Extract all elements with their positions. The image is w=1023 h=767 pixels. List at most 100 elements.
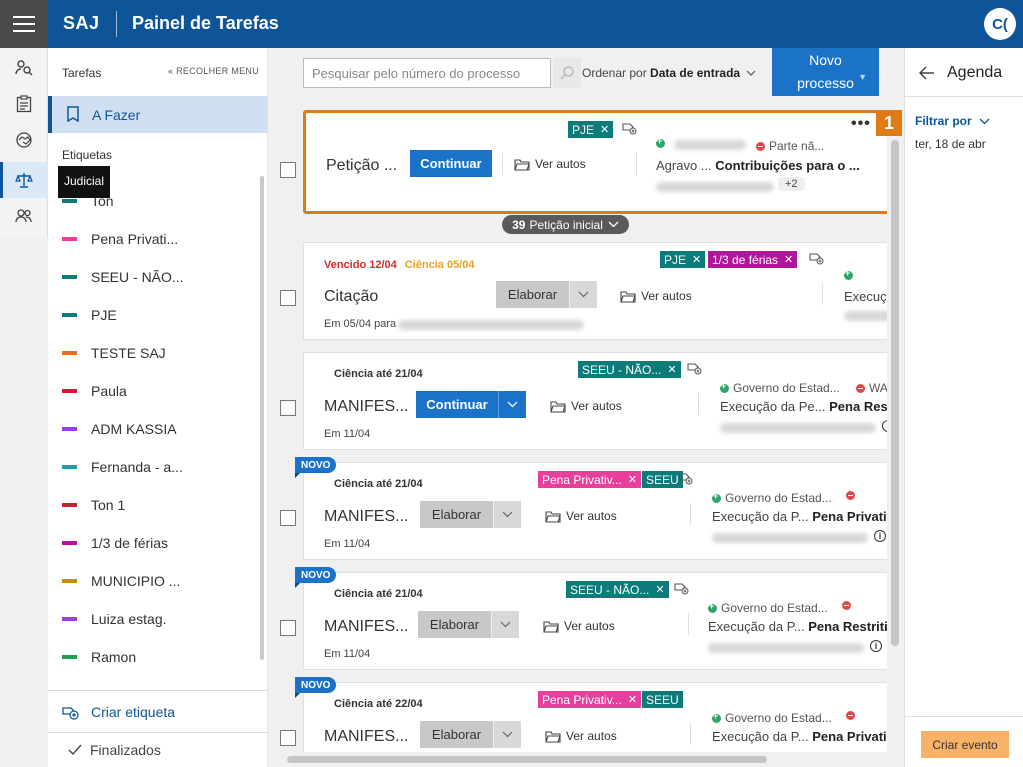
card-title[interactable]: MANIFES... bbox=[324, 508, 409, 525]
close-icon[interactable]: ✕ bbox=[692, 254, 702, 266]
task-card[interactable]: Ciência até 22/04 Pena Privativ... ✕ SEEU… bbox=[303, 682, 887, 752]
search-button[interactable] bbox=[553, 58, 581, 88]
card-title[interactable]: Petição ... bbox=[326, 157, 398, 174]
party-left: Governo do Estad... bbox=[712, 491, 832, 505]
elaborate-button[interactable]: Elaborar bbox=[420, 501, 493, 528]
task-card[interactable]: Ciência até 21/04 SEEU - NÃO... ✕ MANIFES… bbox=[303, 352, 887, 450]
tag-seeu[interactable]: SEEU - NÃO... ✕ bbox=[578, 361, 681, 378]
task-checkbox[interactable] bbox=[280, 730, 296, 746]
label-item[interactable]: Fernanda - a... bbox=[62, 457, 183, 477]
task-checkbox[interactable] bbox=[280, 290, 296, 306]
tag-ferias[interactable]: 1/3 de férias ✕ bbox=[708, 251, 798, 268]
label-item[interactable]: ADM KASSIA bbox=[62, 419, 177, 439]
brand-logo[interactable]: SAJ bbox=[63, 13, 100, 33]
tag-pje[interactable]: PJE ✕ bbox=[568, 121, 614, 138]
close-icon[interactable]: ✕ bbox=[600, 124, 610, 136]
filter-dropdown[interactable]: Filtrar por bbox=[915, 114, 990, 128]
tag-pena[interactable]: Pena Privativ... ✕ bbox=[538, 471, 642, 488]
add-label-icon[interactable] bbox=[809, 252, 824, 265]
view-records-link[interactable]: Ver autos bbox=[620, 289, 692, 303]
elaborate-dropdown[interactable] bbox=[491, 611, 519, 638]
info-icon[interactable]: i bbox=[870, 640, 882, 652]
label-item[interactable]: MUNICIPIO ... bbox=[62, 571, 180, 591]
task-card[interactable]: Ciência até 21/04 Pena Privativ... ✕ SEEU… bbox=[303, 462, 887, 560]
add-label-icon[interactable] bbox=[622, 122, 637, 135]
tag-seeu[interactable]: SEEU bbox=[642, 691, 683, 708]
card-title[interactable]: MANIFES... bbox=[324, 398, 409, 415]
card-title[interactable]: Citação bbox=[324, 288, 379, 305]
rail-item-clipboard[interactable] bbox=[0, 86, 48, 122]
nav-item-a-fazer[interactable]: A Fazer bbox=[48, 96, 268, 133]
elaborate-button[interactable]: Elaborar bbox=[420, 721, 493, 748]
tag-seeu[interactable]: SEEU - NÃO... ✕ bbox=[566, 581, 669, 598]
card-title[interactable]: MANIFES... bbox=[324, 728, 409, 745]
arrow-left-icon[interactable] bbox=[919, 66, 935, 80]
cards-horizontal-scrollbar[interactable] bbox=[275, 752, 887, 767]
collapse-menu-button[interactable]: « RECOLHER MENU bbox=[168, 66, 260, 76]
continue-button[interactable]: Continuar bbox=[416, 391, 498, 418]
task-checkbox[interactable] bbox=[280, 510, 296, 526]
info-icon[interactable]: i bbox=[882, 420, 887, 432]
view-records-link[interactable]: Ver autos bbox=[545, 729, 617, 743]
label-item[interactable]: Luiza estag. bbox=[62, 609, 167, 629]
rail-item-group[interactable] bbox=[0, 198, 48, 234]
elaborate-button[interactable]: Elaborar bbox=[418, 611, 491, 638]
group-toggle-badge[interactable]: 39 Petição inicial bbox=[502, 215, 629, 234]
card-title[interactable]: MANIFES... bbox=[324, 618, 409, 635]
label-item[interactable]: Pena Privati... bbox=[62, 229, 178, 249]
more-parties-badge[interactable]: +2 bbox=[778, 177, 805, 191]
label-item[interactable]: 1/3 de férias bbox=[62, 533, 168, 553]
info-icon[interactable]: i bbox=[874, 530, 886, 542]
label-item[interactable]: TESTE SAJ bbox=[62, 343, 166, 363]
label-item[interactable]: Ton 1 bbox=[62, 495, 125, 515]
label-item[interactable]: PJE bbox=[62, 305, 117, 325]
user-avatar[interactable]: C( bbox=[984, 8, 1016, 40]
continue-button[interactable]: Continuar bbox=[410, 150, 492, 177]
new-process-button[interactable]: Novo processo ▼ bbox=[772, 48, 879, 96]
continue-dropdown[interactable] bbox=[498, 391, 526, 418]
tag-pje[interactable]: PJE ✕ bbox=[660, 251, 706, 268]
rail-item-person-search[interactable] bbox=[0, 50, 48, 86]
view-records-link[interactable]: Ver autos bbox=[550, 399, 622, 413]
view-records-link[interactable]: Ver autos bbox=[545, 509, 617, 523]
scrollbar-thumb[interactable] bbox=[287, 756, 767, 763]
task-checkbox[interactable] bbox=[280, 400, 296, 416]
elaborate-button[interactable]: Elaborar bbox=[496, 281, 569, 308]
view-records-link[interactable]: Ver autos bbox=[543, 619, 615, 633]
search-input[interactable] bbox=[303, 58, 551, 88]
close-icon[interactable]: ✕ bbox=[627, 694, 638, 706]
rail-item-handshake[interactable] bbox=[0, 122, 48, 158]
add-label-icon[interactable] bbox=[687, 362, 702, 375]
create-event-button[interactable]: Criar evento bbox=[921, 731, 1009, 758]
close-icon[interactable]: ✕ bbox=[655, 584, 665, 596]
label-item[interactable]: Paula bbox=[62, 381, 127, 401]
elaborate-dropdown[interactable] bbox=[493, 501, 521, 528]
close-icon[interactable]: ✕ bbox=[667, 364, 677, 376]
tag-pena[interactable]: Pena Privativ... ✕ bbox=[538, 691, 642, 708]
task-card[interactable]: Ciência até 21/04 SEEU - NÃO... ✕ MANIFES… bbox=[303, 572, 887, 670]
tag-seeu[interactable]: SEEU bbox=[642, 471, 683, 488]
add-label-icon[interactable] bbox=[678, 472, 693, 485]
label-item[interactable]: Ramon bbox=[62, 647, 136, 667]
scrollbar-thumb[interactable] bbox=[891, 140, 899, 646]
elaborate-dropdown[interactable] bbox=[569, 281, 597, 308]
close-icon[interactable]: ✕ bbox=[627, 474, 638, 486]
more-options-button[interactable]: ••• bbox=[851, 115, 871, 132]
person-search-icon bbox=[15, 60, 33, 76]
hamburger-menu-button[interactable] bbox=[0, 0, 48, 48]
close-icon[interactable]: ✕ bbox=[784, 254, 794, 266]
task-card[interactable]: Vencido 12/04 Ciência 05/04 PJE ✕ 1/3 de f… bbox=[303, 242, 887, 340]
left-panel-scrollbar[interactable] bbox=[260, 176, 264, 660]
task-checkbox[interactable] bbox=[280, 162, 296, 178]
finished-link[interactable]: Finalizados bbox=[68, 742, 161, 758]
sort-dropdown[interactable]: Ordenar por Data de entrada bbox=[582, 66, 756, 80]
cards-vertical-scrollbar[interactable] bbox=[888, 100, 902, 752]
label-item[interactable]: SEEU - NÃO... bbox=[62, 267, 184, 287]
view-records-link[interactable]: Ver autos bbox=[514, 157, 586, 171]
elaborate-dropdown[interactable] bbox=[493, 721, 521, 748]
task-checkbox[interactable] bbox=[280, 620, 296, 636]
create-label-button[interactable]: Criar etiqueta bbox=[62, 704, 175, 720]
add-label-icon[interactable] bbox=[674, 582, 689, 595]
rail-item-judicial[interactable] bbox=[0, 162, 48, 198]
task-card[interactable]: PJE ✕ ••• Petição ... Continuar Ver autos… bbox=[303, 110, 887, 214]
